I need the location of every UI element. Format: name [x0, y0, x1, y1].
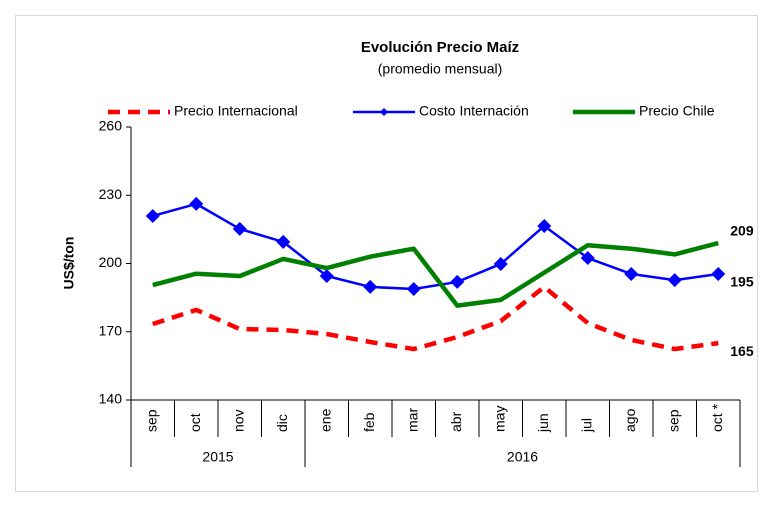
x-tick-label: feb — [361, 412, 377, 432]
series-marker — [232, 221, 247, 236]
y-tick-label: 260 — [99, 118, 123, 134]
series-marker — [363, 279, 378, 294]
series-marker — [189, 196, 204, 211]
y-axis-label: US$/ton — [61, 237, 77, 290]
x-tick-label: ago — [622, 408, 638, 432]
x-tick-label: dic — [274, 414, 290, 432]
series-marker — [406, 281, 421, 296]
legend-label: Precio Internacional — [174, 103, 298, 119]
series-marker — [667, 273, 682, 288]
series-line — [152, 240, 719, 308]
x-tick-label: nov — [230, 409, 246, 432]
x-tick-label: ene — [317, 408, 333, 432]
x-tick-label: sep — [143, 409, 159, 432]
x-tick-label: sep — [665, 409, 681, 432]
series-marker — [145, 208, 160, 223]
y-tick-label: 170 — [99, 322, 123, 338]
data-label: 165 — [730, 343, 754, 359]
series-marker — [450, 274, 465, 289]
legend-label: Costo Internación — [419, 103, 529, 119]
series-marker — [319, 269, 334, 284]
x-tick-label: jul — [578, 418, 594, 433]
data-label: 209 — [730, 223, 754, 239]
legend-label: Precio Chile — [639, 103, 715, 119]
series-marker — [580, 251, 595, 266]
series-line — [152, 202, 719, 291]
group-label: 2015 — [202, 449, 233, 465]
group-label: 2016 — [507, 449, 538, 465]
series-marker — [276, 234, 291, 249]
x-tick-label: oct * — [709, 403, 725, 432]
chart-title: Evolución Precio Maíz — [361, 39, 519, 56]
data-label: 195 — [730, 274, 754, 290]
x-tick-label: jun — [535, 413, 551, 433]
chart-subtitle: (promedio mensual) — [378, 61, 503, 77]
legend-marker — [380, 108, 388, 116]
x-tick-label: abr — [448, 411, 464, 432]
y-tick-label: 140 — [99, 391, 123, 407]
series-marker — [493, 256, 508, 271]
y-tick-label: 200 — [99, 254, 123, 270]
x-tick-label: oct — [187, 413, 203, 432]
x-tick-label: may — [491, 406, 507, 432]
y-tick-label: 230 — [99, 186, 123, 202]
series-marker — [537, 218, 552, 233]
series-line — [152, 284, 719, 352]
series-marker — [711, 266, 726, 281]
series-marker — [624, 266, 639, 281]
x-tick-label: mar — [404, 408, 420, 432]
